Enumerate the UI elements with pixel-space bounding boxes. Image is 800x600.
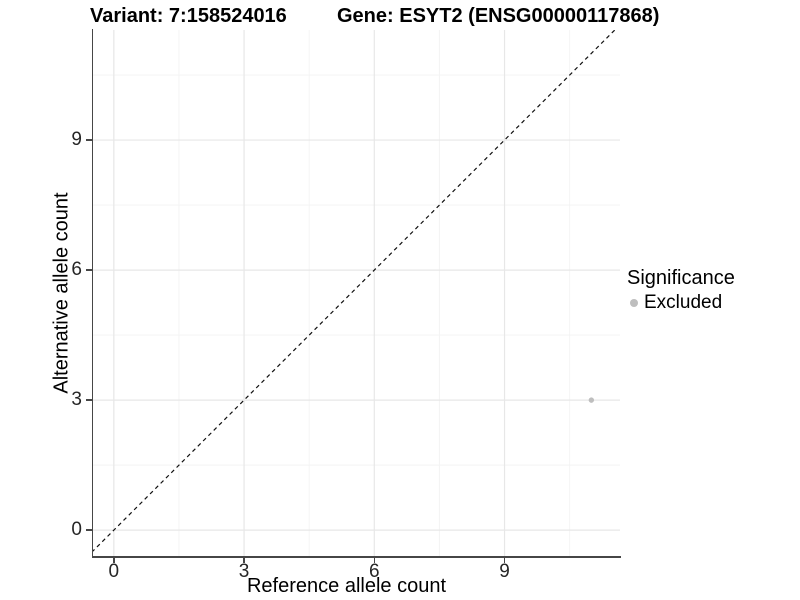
x-axis-title: Reference allele count — [246, 575, 446, 597]
y-tick-mark — [86, 399, 92, 401]
legend-entry-excluded: Excluded — [627, 292, 735, 314]
legend: Significance Excluded — [627, 266, 735, 314]
y-axis-line — [91, 29, 94, 558]
x-tick-label: 0 — [108, 561, 120, 582]
x-axis-line — [91, 556, 621, 558]
y-tick-label: 6 — [71, 259, 82, 281]
y-tick-mark — [86, 269, 92, 271]
x-tick-mark — [373, 557, 376, 563]
legend-title: Significance — [627, 267, 735, 289]
variant-title: Variant: 7:158524016 — [90, 5, 287, 27]
y-tick-mark — [86, 529, 92, 531]
x-tick-label: 3 — [238, 561, 250, 582]
x-tick-label: 6 — [369, 561, 380, 582]
y-tick-mark — [86, 139, 92, 141]
y-tick-label: 9 — [71, 129, 82, 151]
x-tick-mark — [243, 557, 245, 563]
y-tick-label: 0 — [71, 519, 82, 541]
y-axis-title: Alternative allele count — [50, 192, 73, 394]
x-tick-mark — [503, 557, 506, 563]
x-tick-mark — [113, 557, 115, 563]
excluded-point-icon — [630, 299, 638, 307]
data-point — [588, 397, 595, 403]
legend-entry-label: Excluded — [644, 292, 723, 313]
plot-panel — [93, 30, 620, 557]
x-tick-label: 9 — [499, 561, 510, 582]
y-tick-label: 3 — [71, 389, 82, 411]
gene-title: Gene: ESYT2 (ENSG00000117868) — [337, 5, 660, 27]
identity-reference-line — [93, 30, 616, 552]
